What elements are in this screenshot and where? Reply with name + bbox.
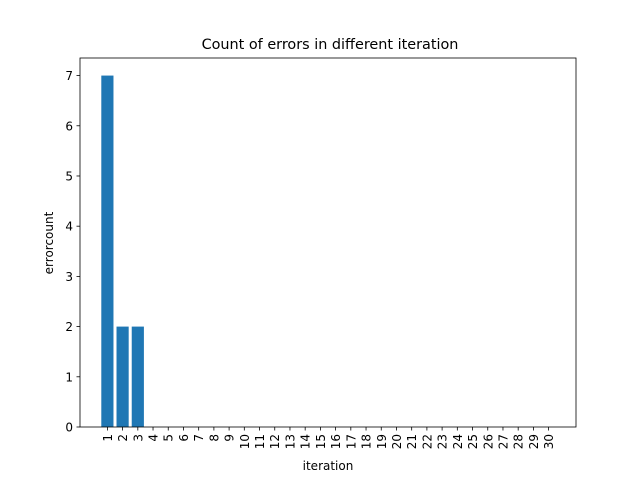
x-tick-label: 22 [420,434,434,449]
x-tick-label: 19 [375,434,389,449]
x-tick-label: 7 [192,434,206,442]
y-tick-label: 0 [65,421,73,435]
x-tick-label: 2 [116,434,130,442]
x-tick-label: 30 [542,434,556,449]
plot-area [101,75,144,428]
x-tick-label: 11 [253,434,267,449]
x-tick-label: 26 [481,434,495,449]
x-tick-label: 16 [329,434,343,449]
x-tick-label: 9 [223,434,237,442]
axes-frame [79,57,577,428]
x-tick-label: 1 [101,434,115,442]
bar-1 [101,75,114,428]
x-axis-label: iteration [303,459,354,473]
x-tick-label: 12 [268,434,282,449]
x-tick-label: 27 [496,434,510,449]
x-tick-label: 5 [162,434,176,442]
x-tick-label: 14 [299,434,313,449]
y-tick-label: 6 [65,119,73,133]
x-tick-label: 17 [344,434,358,449]
x-tick-label: 15 [314,434,328,449]
y-tick-label: 7 [65,69,73,83]
y-tick-label: 3 [65,270,73,284]
y-tick-label: 5 [65,169,73,183]
bar-2 [116,326,129,427]
x-tick-label: 10 [238,434,252,449]
x-tick-label: 6 [177,434,191,442]
y-axis-label: errorcount [42,211,56,274]
x-tick-label: 13 [283,434,297,449]
x-tick-label: 8 [207,434,221,442]
bar-3 [131,326,144,427]
x-axis-ticks: 1 2 3 4 5 6 7 8 9 10 11 12 13 14 15 16 17 18 19 20 21 22 23 24 2… [101,427,556,449]
x-tick-label: 21 [405,434,419,449]
y-tick-label: 4 [65,220,73,234]
x-tick-label: 23 [436,434,450,449]
x-tick-label: 24 [451,434,465,449]
x-tick-label: 3 [131,434,145,442]
x-tick-label: 4 [147,434,161,442]
x-tick-label: 28 [512,434,526,449]
chart-title: Count of errors in different iteration [202,37,459,53]
x-tick-label: 20 [390,434,404,449]
y-axis-ticks: 0 1 2 3 4 5 6 7 [65,69,80,435]
y-tick-label: 2 [65,320,73,334]
x-tick-label: 29 [527,434,541,449]
x-tick-label: 18 [360,434,374,449]
x-tick-label: 25 [466,434,480,449]
y-tick-label: 1 [65,370,73,384]
